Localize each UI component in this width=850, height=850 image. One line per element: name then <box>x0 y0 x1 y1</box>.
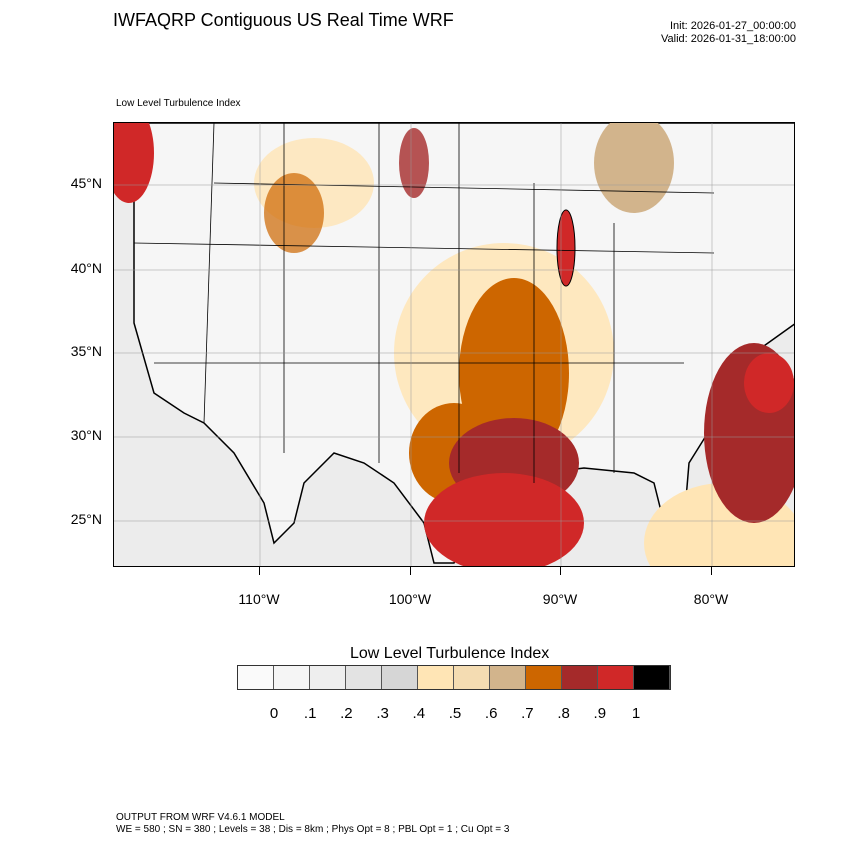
colorbar-label: .3 <box>376 705 389 722</box>
field-region-0.9 <box>114 123 154 203</box>
colorbar-swatch <box>418 666 454 689</box>
state-borders <box>133 123 715 483</box>
field-region-0.7 <box>264 173 324 253</box>
map-panel <box>113 122 795 567</box>
colorbar-swatch <box>526 666 562 689</box>
field-region-0.9 <box>744 353 794 413</box>
graticule <box>114 123 794 566</box>
colorbar-swatch <box>598 666 634 689</box>
colorbar-title: Low Level Turbulence Index <box>350 645 550 662</box>
field-region-0.8 <box>399 128 429 198</box>
lon-tick <box>711 567 712 575</box>
turbulence-field <box>114 123 794 566</box>
lat-label: 35°N <box>70 343 102 359</box>
colorbar-label: .5 <box>448 705 462 722</box>
colorbar-label: .4 <box>412 705 426 722</box>
lon-tick <box>410 567 411 575</box>
valid-time: Valid: 2026-01-31_18:00:00 <box>661 33 796 45</box>
colorbar-swatch <box>382 666 418 689</box>
colorbar-swatch <box>490 666 526 689</box>
field-region-0.9 <box>424 473 584 566</box>
colorbar-swatch <box>562 666 598 689</box>
colorbar-swatch <box>310 666 346 689</box>
field-region-0.6 <box>594 123 674 213</box>
colorbar-label: 0 <box>269 705 279 722</box>
lon-label: 100°W <box>388 591 432 607</box>
model-info-line2: WE = 580 ; SN = 380 ; Levels = 38 ; Dis … <box>116 824 510 835</box>
colorbar-swatch <box>634 666 670 689</box>
colorbar-label: 1 <box>631 705 641 722</box>
lon-label: 80°W <box>693 591 729 607</box>
lon-label: 110°W <box>238 591 280 607</box>
colorbar-swatch <box>346 666 382 689</box>
model-info: OUTPUT FROM WRF V4.6.1 MODEL WE = 580 ; … <box>116 812 509 836</box>
lon-tick <box>259 567 260 575</box>
lon-label: 90°W <box>542 591 578 607</box>
run-times: Init: 2026-01-27_00:00:00 Valid: 2026-01… <box>661 20 796 46</box>
colorbar-label: .9 <box>593 705 607 722</box>
colorbar-label: .1 <box>303 705 317 722</box>
colorbar-swatch <box>274 666 310 689</box>
colorbar-swatch <box>238 666 274 689</box>
lon-tick <box>560 567 561 575</box>
map-subtitle: Low Level Turbulence Index <box>116 98 241 109</box>
colorbar <box>237 665 671 690</box>
figure-title: IWFAQRP Contiguous US Real Time WRF <box>113 10 454 30</box>
colorbar-label: .8 <box>557 705 570 722</box>
colorbar-swatch <box>454 666 490 689</box>
lat-label: 40°N <box>70 260 102 276</box>
colorbar-label: .2 <box>340 705 353 722</box>
colorbar-label: .6 <box>484 705 498 722</box>
lat-label: 25°N <box>70 511 102 527</box>
lat-label: 45°N <box>70 175 102 191</box>
colorbar-label: .7 <box>521 705 534 722</box>
lat-label: 30°N <box>70 427 102 443</box>
model-info-line1: OUTPUT FROM WRF V4.6.1 MODEL <box>116 812 285 823</box>
init-time: Init: 2026-01-27_00:00:00 <box>670 20 796 32</box>
lake-michigan <box>556 209 576 287</box>
